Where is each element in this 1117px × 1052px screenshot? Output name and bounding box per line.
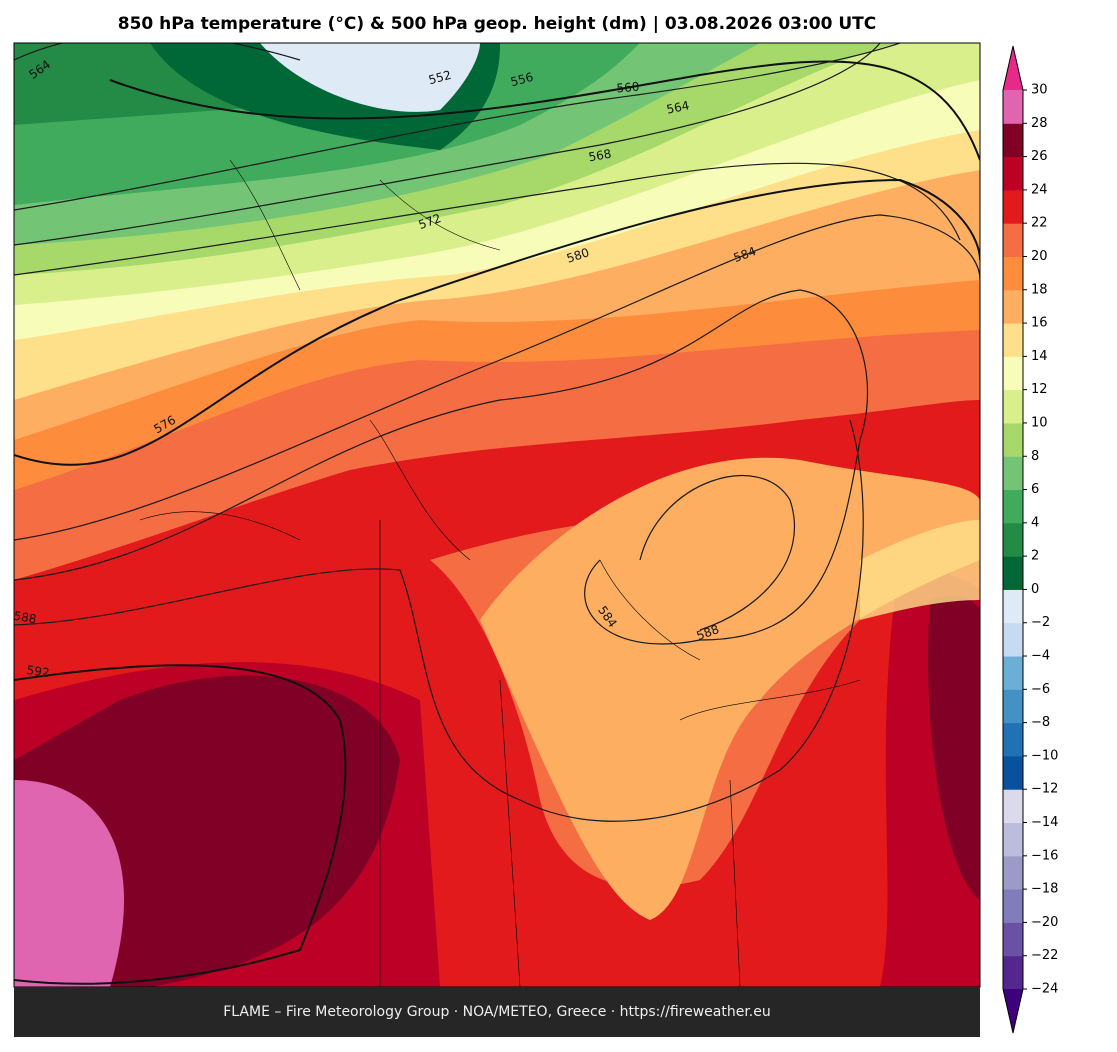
colorbar-tick-label: 0 (1031, 582, 1039, 597)
colorbar-tick-label: −4 (1031, 649, 1050, 664)
colorbar-tick-label: −16 (1031, 848, 1058, 863)
colorbar-band (1003, 489, 1023, 524)
colorbar-band (1003, 789, 1023, 824)
contour-label: 592 (26, 663, 51, 680)
colorbar-band (1003, 955, 1023, 990)
colorbar-tick-label: 22 (1031, 216, 1048, 231)
colorbar-tick-label: 2 (1031, 549, 1039, 564)
colorbar-band (1003, 522, 1023, 557)
colorbar-tick-label: 26 (1031, 149, 1048, 164)
colorbar-tick-label: −20 (1031, 915, 1058, 930)
contour-label: 588 (13, 609, 38, 627)
colorbar-extend-low (1003, 989, 1023, 1033)
colorbar-tick-label: 12 (1031, 382, 1048, 397)
colorbar-band (1003, 456, 1023, 491)
colorbar-tick-label: 10 (1031, 415, 1048, 430)
colorbar-tick-label: 4 (1031, 515, 1039, 530)
colorbar-band (1003, 223, 1023, 257)
colorbar-tick-label: −10 (1031, 748, 1058, 763)
colorbar-tick-label: −14 (1031, 815, 1058, 830)
footer: FLAME – Fire Meteorology Group · NOA/MET… (223, 1004, 771, 1020)
colorbar-tick-label: −8 (1031, 715, 1050, 730)
colorbar-extend-high (1003, 46, 1023, 90)
colorbar-band (1003, 156, 1023, 191)
contour-label: 568 (587, 147, 612, 165)
colorbar-tick-label: 14 (1031, 349, 1048, 364)
colorbar-tick-label: −18 (1031, 882, 1058, 897)
footer-bar (14, 987, 980, 1037)
colorbar-band (1003, 323, 1023, 357)
colorbar-band (1003, 289, 1023, 324)
colorbar-band (1003, 722, 1023, 757)
colorbar-tick-label: 20 (1031, 249, 1048, 264)
colorbar-band (1003, 389, 1023, 424)
colorbar-tick-label: −6 (1031, 682, 1050, 697)
colorbar-band (1003, 622, 1023, 657)
colorbar-band (1003, 589, 1023, 624)
colorbar-tick-label: 6 (1031, 482, 1039, 497)
colorbar-band (1003, 855, 1023, 890)
colorbar-band (1003, 90, 1023, 124)
title: 850 hPa temperature (°C) & 500 hPa geop.… (118, 14, 877, 34)
colorbar-band (1003, 889, 1023, 923)
contour-label: 552 (427, 68, 453, 87)
colorbar-band (1003, 556, 1023, 590)
colorbar-band (1003, 755, 1023, 790)
contour-label: 580 (565, 245, 591, 265)
colorbar-tick-label: −2 (1031, 615, 1050, 630)
colorbar-tick-label: 18 (1031, 282, 1048, 297)
contour-label: 556 (509, 70, 535, 89)
colorbar-tick-label: 24 (1031, 182, 1048, 197)
colorbar-band (1003, 422, 1023, 457)
contour-label: 564 (665, 98, 690, 116)
colorbar-band (1003, 689, 1023, 724)
map (13, 42, 981, 988)
colorbar-band (1003, 189, 1023, 224)
colorbar-tick-label: 30 (1031, 83, 1048, 98)
colorbar-band (1003, 256, 1023, 291)
colorbar-band (1003, 123, 1023, 158)
colorbar-tick-label: 28 (1031, 116, 1048, 131)
colorbar-tick-label: 8 (1031, 449, 1039, 464)
colorbar-band (1003, 656, 1023, 690)
colorbar-tick-label: 16 (1031, 316, 1048, 331)
colorbar-band (1003, 822, 1023, 857)
colorbar-tick-label: −12 (1031, 782, 1058, 797)
contour-label: 560 (616, 80, 640, 96)
colorbar-tick-label: −22 (1031, 948, 1058, 963)
colorbar-band (1003, 922, 1023, 957)
colorbar-band (1003, 356, 1023, 391)
colorbar-tick-label: −24 (1031, 982, 1058, 997)
